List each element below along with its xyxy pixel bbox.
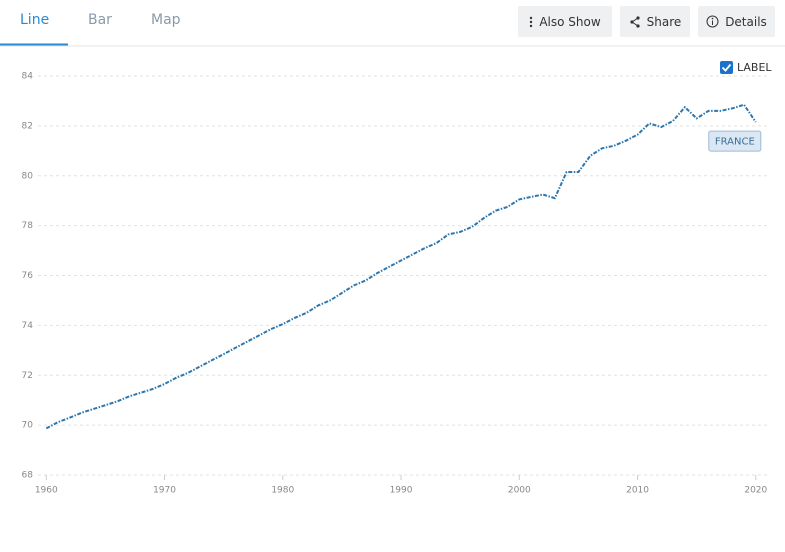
label-toggle[interactable]: LABEL — [737, 61, 772, 74]
y-tick-label: 84 — [22, 72, 34, 82]
x-tick-label: 1970 — [153, 486, 176, 496]
icon — [706, 15, 719, 28]
y-tick-label: 72 — [22, 371, 33, 381]
x-tick-label: 1990 — [390, 486, 413, 496]
checkbox[interactable] — [720, 61, 733, 74]
x-tick-label: 1960 — [35, 486, 58, 496]
x-tick-label: 1980 — [271, 486, 294, 496]
y-tick-label: 68 — [22, 471, 34, 481]
y-tick-label: 80 — [22, 171, 34, 181]
share-button[interactable]: Share — [620, 6, 690, 37]
button-label: Also Show — [539, 14, 601, 29]
y-tick-label: 78 — [22, 221, 34, 231]
tab[interactable]: Map — [151, 12, 181, 28]
button-label: Details — [725, 14, 767, 29]
details-button[interactable]: Details — [698, 6, 775, 37]
button-label: Share — [646, 14, 682, 29]
y-tick-label: 74 — [22, 321, 34, 331]
x-tick-label: 2020 — [744, 486, 767, 496]
icon — [530, 16, 533, 27]
x-tick-label: 2000 — [508, 486, 531, 496]
series-label-box — [708, 130, 762, 152]
y-tick-label: 70 — [22, 421, 34, 431]
checkmark — [721, 63, 732, 72]
line — [45, 103, 757, 430]
x-tick-label: 2010 — [626, 486, 649, 496]
also-show-button[interactable]: Also Show — [518, 6, 612, 37]
series-label: FRANCE — [715, 137, 755, 148]
tab[interactable]: Bar — [88, 12, 112, 28]
y-tick-label: 82 — [22, 121, 33, 131]
icon — [630, 15, 640, 28]
y-tick-label: 76 — [22, 271, 34, 281]
tab[interactable]: Line — [20, 12, 50, 28]
